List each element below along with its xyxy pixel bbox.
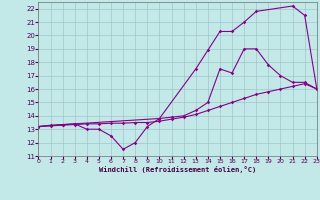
X-axis label: Windchill (Refroidissement éolien,°C): Windchill (Refroidissement éolien,°C) — [99, 166, 256, 173]
